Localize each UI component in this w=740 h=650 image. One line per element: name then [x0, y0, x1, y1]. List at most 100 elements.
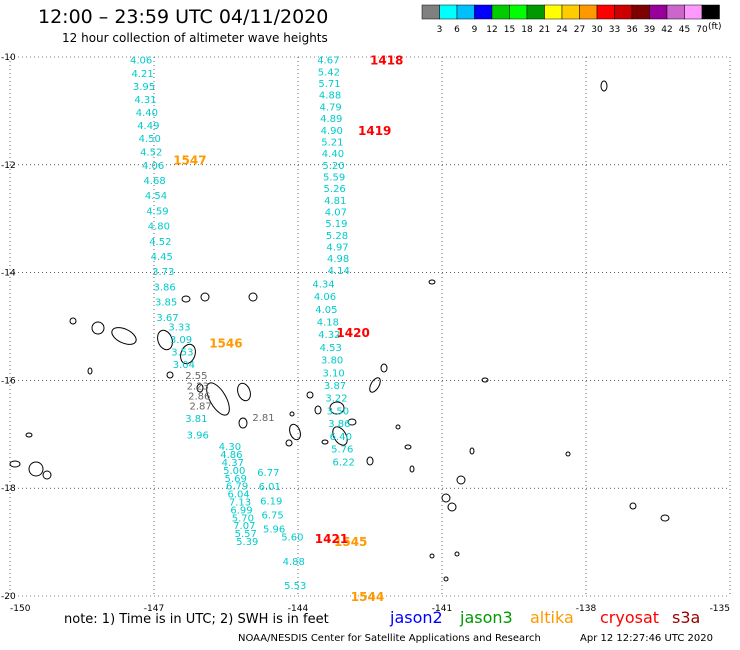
colorbar-tick-label: 21 — [539, 25, 550, 35]
wave-height-value: 5.20 — [322, 161, 344, 172]
x-tick-label: -138 — [576, 604, 597, 614]
credit-text: NOAA/NESDIS Center for Satellite Applica… — [238, 633, 541, 644]
wave-height-value: 3.85 — [155, 298, 177, 309]
wave-height-value: 4.45 — [151, 252, 173, 263]
colorbar-tick-label: 12 — [486, 25, 497, 35]
wave-height-value: 6.77 — [257, 468, 279, 479]
wave-height-value: 4.18 — [317, 317, 339, 328]
colorbar-tick-label: 33 — [609, 25, 620, 35]
wave-height-value: 6.40 — [330, 432, 352, 443]
island-outline — [9, 460, 21, 468]
island-outline — [369, 377, 381, 393]
colorbar-tick-label: 9 — [472, 25, 478, 35]
pass-number-label: 1544 — [351, 590, 384, 604]
wave-height-value: 3.33 — [168, 323, 190, 334]
pass-number-label: 1418 — [370, 54, 403, 68]
pass-number-label: 1546 — [209, 337, 242, 351]
pass-number-label: 1420 — [336, 326, 369, 340]
axis-tick-labels: -150 -147 -144 -141 -138 -135 -10 -12 -14 -16 -18 -… — [1, 53, 730, 614]
wave-height-value: 4.32 — [318, 330, 340, 341]
wave-height-value: 3.50 — [327, 406, 349, 417]
pass-number-label: 1419 — [358, 124, 391, 138]
wave-height-value: 5.96 — [263, 525, 285, 536]
island-outline — [428, 279, 436, 285]
wave-height-value: 4.40 — [322, 149, 344, 160]
wave-height-value: 4.52 — [140, 147, 162, 158]
island-outline — [91, 321, 105, 335]
island-outline — [157, 329, 173, 351]
satellite-legend-altika: altika — [530, 608, 574, 627]
y-tick-label: -10 — [1, 53, 16, 63]
wave-height-value: 4.50 — [139, 134, 161, 145]
colorbar-tick-label: 36 — [626, 25, 638, 35]
pass-number-label: 1545 — [334, 535, 367, 549]
wave-height-value: 4.31 — [134, 95, 156, 106]
island-outline — [565, 451, 571, 457]
wave-height-value: 4.59 — [146, 206, 168, 217]
wave-height-value: 4.05 — [315, 305, 337, 316]
wave-height-tracks: 4.06 4.21 3.95 4.31 4.40 4.49 4.50 4.52 4.06 4.68… — [130, 56, 355, 593]
island-outline — [429, 553, 435, 559]
island-outline — [447, 502, 457, 512]
map-subtitle: 12 hour collection of altimeter wave hei… — [62, 31, 328, 45]
island-outline — [206, 382, 230, 416]
map-title: 12:00 – 23:59 UTC 04/11/2020 — [38, 6, 329, 28]
wave-height-value: 6.75 — [262, 510, 284, 521]
y-tick-label: -12 — [1, 161, 16, 171]
wave-height-value: 6.01 — [259, 482, 281, 493]
island-outline — [409, 465, 415, 473]
wave-height-value: 3.87 — [324, 381, 346, 392]
island-outline — [456, 475, 466, 485]
island-outline — [42, 470, 52, 480]
wave-height-value: 4.86 — [220, 450, 242, 461]
island-outline — [395, 424, 401, 430]
wave-height-value: 3.86 — [328, 419, 350, 430]
island-outline — [660, 514, 670, 522]
island-outline — [166, 371, 174, 379]
island-outline — [180, 343, 196, 365]
wave-height-value: 4.49 — [137, 121, 159, 132]
wave-height-value: 5.53 — [284, 581, 306, 592]
wave-height-value: 4.80 — [148, 222, 170, 233]
colorbar-tick-label: 15 — [504, 25, 515, 35]
colorbar-tick-label: 3 — [437, 25, 443, 35]
wave-height-value: 3.04 — [173, 360, 195, 371]
wave-height-value: 4.52 — [149, 237, 171, 248]
wave-height-value: 4.06 — [314, 292, 336, 303]
y-tick-label: -14 — [1, 269, 16, 279]
wave-height-value: 4.40 — [136, 108, 158, 119]
wave-height-value: 5.42 — [318, 67, 340, 78]
wave-height-value: 2.23 — [187, 381, 209, 392]
wave-height-value: 4.88 — [283, 557, 305, 568]
timestamp-text: Apr 12 12:27:46 UTC 2020 — [580, 633, 713, 644]
x-tick-label: -150 — [10, 604, 31, 614]
x-tick-label: -141 — [432, 604, 452, 614]
island-outline — [111, 327, 137, 345]
wave-height-value: 2.86 — [188, 391, 210, 402]
wave-height-value: 4.06 — [142, 161, 164, 172]
wave-height-value: 3.53 — [171, 348, 193, 359]
island-outline — [248, 292, 258, 302]
pass-number-label: 1421 — [315, 532, 348, 546]
island-outline — [289, 411, 295, 417]
wave-height-value: 3.73 — [152, 267, 174, 278]
wave-height-value: 7.13 — [229, 497, 251, 508]
wave-height-value: 4.21 — [131, 69, 153, 80]
wave-height-value: 4.79 — [320, 102, 342, 113]
colorbar-unit: (ft) — [708, 22, 722, 32]
wave-height-value: 4.81 — [324, 196, 346, 207]
wave-height-value: 5.39 — [236, 537, 258, 548]
island-outline — [347, 418, 357, 426]
wave-height-value: 4.53 — [320, 343, 342, 354]
island-outline — [196, 383, 204, 393]
island-outline — [87, 367, 93, 375]
colorbar-tick-label: 18 — [521, 25, 533, 35]
wave-height-value: 3.09 — [170, 335, 192, 346]
island-outline — [285, 439, 293, 447]
altimeter-map: 4.06 4.21 3.95 4.31 4.40 4.49 4.50 4.52 4.06 4.68… — [1, 53, 731, 614]
y-tick-label: -16 — [1, 376, 16, 386]
satellite-legend-jason2: jason2 — [390, 608, 443, 627]
wave-height-value: 4.37 — [222, 458, 244, 469]
x-tick-label: -144 — [288, 604, 309, 614]
satellite-legend-s3a: s3a — [672, 608, 701, 627]
